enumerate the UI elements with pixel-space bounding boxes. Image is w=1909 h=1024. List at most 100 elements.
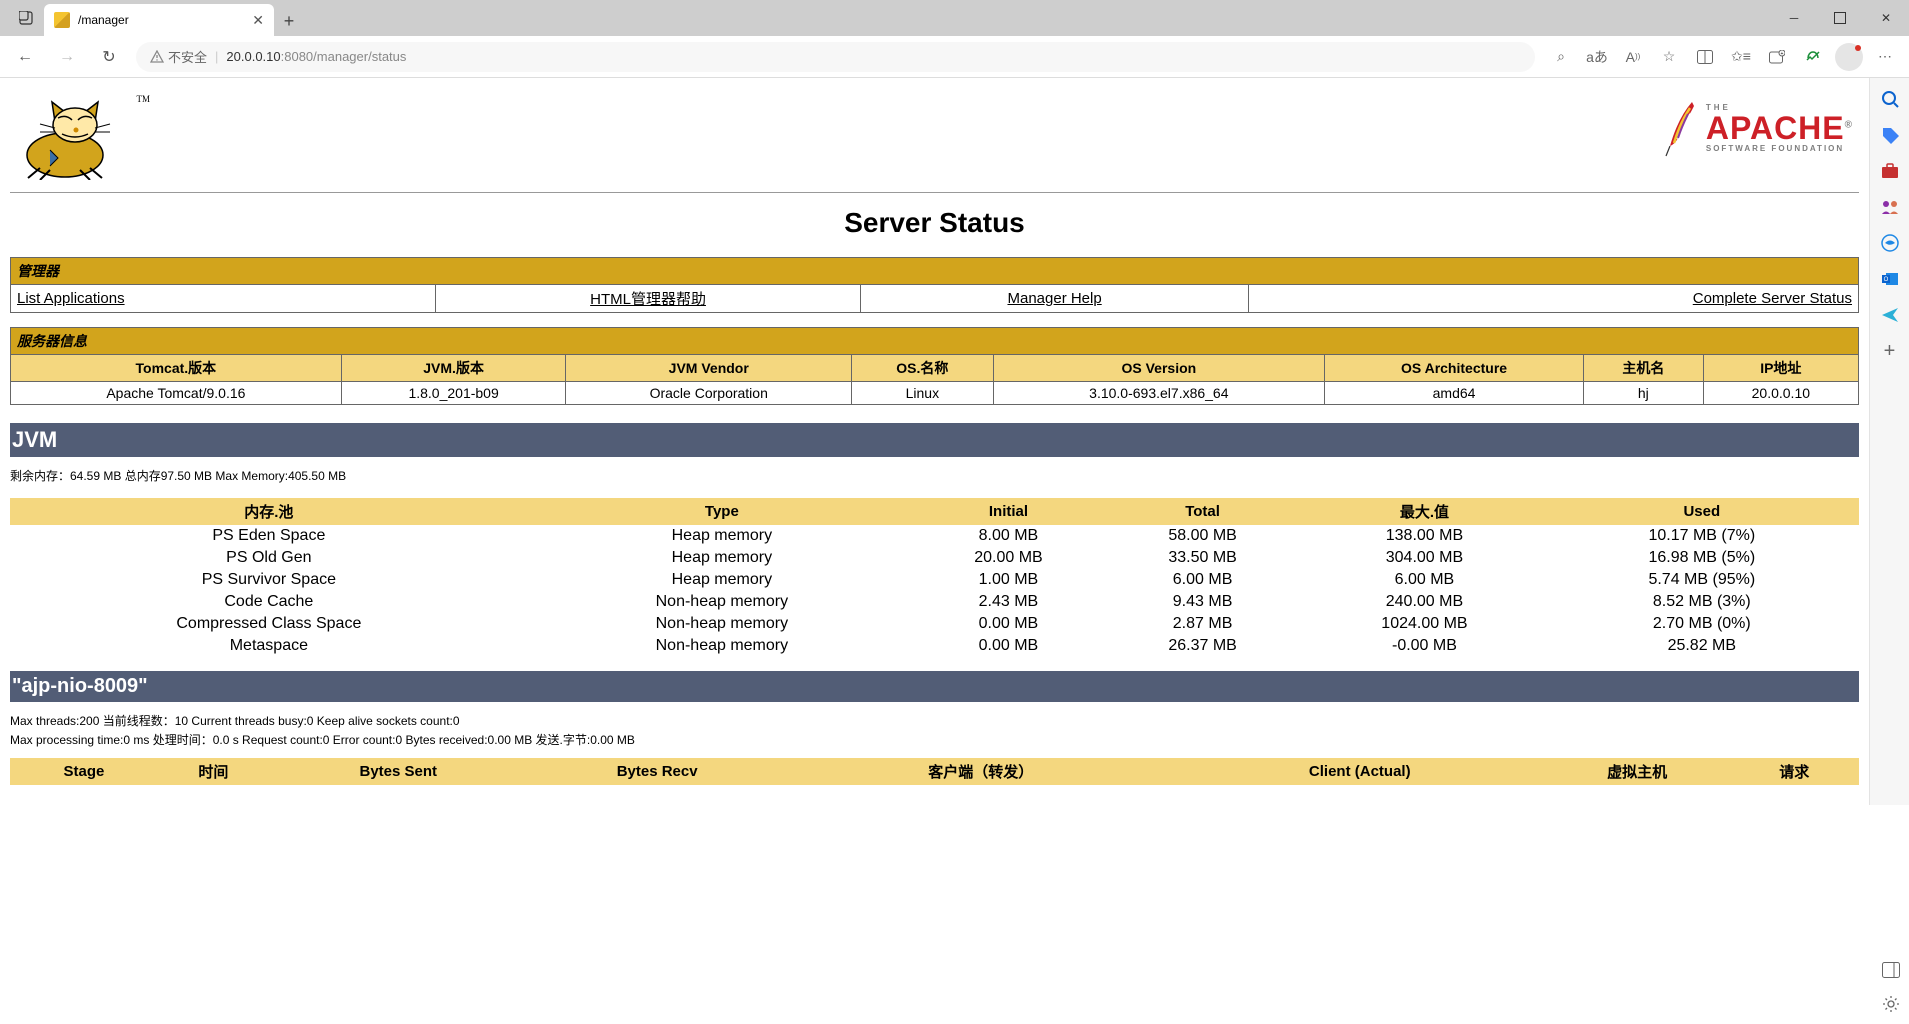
col-ip: IP地址 bbox=[1703, 355, 1858, 382]
cell-total: 33.50 MB bbox=[1101, 547, 1304, 569]
favorite-icon[interactable]: ☆ bbox=[1655, 43, 1683, 71]
cell-used: 2.70 MB (0%) bbox=[1545, 613, 1859, 635]
cell-pool: Compressed Class Space bbox=[10, 613, 528, 635]
cell-type: Heap memory bbox=[528, 525, 916, 547]
cell-initial: 20.00 MB bbox=[916, 547, 1101, 569]
col-total: Total bbox=[1101, 498, 1304, 525]
list-applications-link[interactable]: List Applications bbox=[17, 290, 125, 307]
memory-pool-table: 内存.池 Type Initial Total 最大.值 Used PS Ede… bbox=[10, 498, 1859, 657]
col-pool: 内存.池 bbox=[10, 498, 528, 525]
cell-max: 1024.00 MB bbox=[1304, 613, 1544, 635]
html-manager-help-link[interactable]: HTML管理器帮助 bbox=[590, 291, 706, 308]
header-logos: TM bbox=[10, 82, 1859, 188]
active-tab[interactable]: /manager ✕ bbox=[44, 4, 274, 36]
val-jvm-ver: 1.8.0_201-b09 bbox=[341, 382, 566, 405]
edge-icon[interactable] bbox=[1879, 232, 1901, 254]
header-divider bbox=[10, 192, 1859, 193]
send-icon[interactable] bbox=[1879, 304, 1901, 326]
close-tab-icon[interactable]: ✕ bbox=[252, 12, 264, 29]
manager-links-table: 管理器 List Applications HTML管理器帮助 Manager … bbox=[10, 257, 1859, 313]
table-row: Compressed Class SpaceNon-heap memory0.0… bbox=[10, 613, 1859, 635]
manager-help-link[interactable]: Manager Help bbox=[1007, 290, 1101, 307]
cell-used: 8.52 MB (3%) bbox=[1545, 591, 1859, 613]
cell-total: 9.43 MB bbox=[1101, 591, 1304, 613]
col-bytes-sent: Bytes Sent bbox=[269, 758, 528, 785]
search-icon[interactable]: ⌕ bbox=[1547, 43, 1575, 71]
complete-server-status-link[interactable]: Complete Server Status bbox=[1693, 290, 1852, 307]
minimize-button[interactable]: ─ bbox=[1771, 0, 1817, 36]
col-jvm-ver: JVM.版本 bbox=[341, 355, 566, 382]
cell-type: Heap memory bbox=[528, 547, 916, 569]
cell-type: Heap memory bbox=[528, 569, 916, 591]
col-client-forward: 客户端（转发） bbox=[787, 758, 1175, 785]
table-row: PS Eden SpaceHeap memory8.00 MB58.00 MB1… bbox=[10, 525, 1859, 547]
profile-avatar[interactable] bbox=[1835, 43, 1863, 71]
cell-pool: PS Old Gen bbox=[10, 547, 528, 569]
performance-icon[interactable] bbox=[1799, 43, 1827, 71]
col-os-name: OS.名称 bbox=[852, 355, 994, 382]
table-row: PS Old GenHeap memory20.00 MB33.50 MB304… bbox=[10, 547, 1859, 569]
outlook-icon[interactable]: O bbox=[1879, 268, 1901, 290]
col-stage: Stage bbox=[10, 758, 158, 785]
add-sidebar-icon[interactable]: + bbox=[1879, 340, 1901, 362]
favorites-bar-icon[interactable]: ✩≡ bbox=[1727, 43, 1755, 71]
cell-pool: PS Eden Space bbox=[10, 525, 528, 547]
forward-button[interactable]: → bbox=[52, 42, 82, 72]
val-ip: 20.0.0.10 bbox=[1703, 382, 1858, 405]
tomcat-favicon bbox=[54, 12, 70, 28]
settings-icon[interactable] bbox=[1879, 992, 1903, 1016]
cell-max: 6.00 MB bbox=[1304, 569, 1544, 591]
browser-tab-bar: /manager ✕ + ─ ✕ bbox=[0, 0, 1909, 36]
cell-used: 25.82 MB bbox=[1545, 635, 1859, 657]
manager-header: 管理器 bbox=[11, 258, 1859, 285]
tomcat-logo: TM bbox=[10, 90, 150, 188]
tab-overview-button[interactable] bbox=[8, 4, 44, 32]
split-screen-icon[interactable] bbox=[1691, 43, 1719, 71]
tag-icon[interactable] bbox=[1879, 124, 1901, 146]
cell-total: 2.87 MB bbox=[1101, 613, 1304, 635]
cell-type: Non-heap memory bbox=[528, 591, 916, 613]
connector-section-header: "ajp-nio-8009" bbox=[10, 671, 1859, 702]
tab-title: /manager bbox=[78, 13, 244, 27]
close-window-button[interactable]: ✕ bbox=[1863, 0, 1909, 36]
refresh-button[interactable]: ↻ bbox=[94, 42, 124, 72]
back-button[interactable]: ← bbox=[10, 42, 40, 72]
table-row: Code CacheNon-heap memory2.43 MB9.43 MB2… bbox=[10, 591, 1859, 613]
col-bytes-recv: Bytes Recv bbox=[528, 758, 787, 785]
thread-summary-line1: Max threads:200 当前线程数：10 Current threads… bbox=[10, 712, 1859, 729]
address-bar: ← → ↻ 不安全 | 20.0.0.10:8080/manager/statu… bbox=[0, 36, 1909, 78]
col-os-ver: OS Version bbox=[993, 355, 1324, 382]
memory-summary: 剩余内存：64.59 MB 总内存97.50 MB Max Memory:405… bbox=[10, 467, 1859, 484]
col-request: 请求 bbox=[1730, 758, 1859, 785]
new-tab-button[interactable]: + bbox=[274, 6, 304, 36]
svg-text:O: O bbox=[1883, 277, 1888, 283]
translate-icon[interactable]: aあ bbox=[1583, 43, 1611, 71]
cell-total: 26.37 MB bbox=[1101, 635, 1304, 657]
bing-search-icon[interactable] bbox=[1879, 88, 1901, 110]
col-jvm-vendor: JVM Vendor bbox=[566, 355, 852, 382]
collections-icon[interactable]: + bbox=[1763, 43, 1791, 71]
thread-summary-line2: Max processing time:0 ms 处理时间：0.0 s Requ… bbox=[10, 731, 1859, 748]
more-menu-icon[interactable]: ⋯ bbox=[1871, 43, 1899, 71]
maximize-button[interactable] bbox=[1817, 0, 1863, 36]
cell-pool: PS Survivor Space bbox=[10, 569, 528, 591]
collapse-sidebar-icon[interactable] bbox=[1879, 958, 1903, 982]
cell-max: 138.00 MB bbox=[1304, 525, 1544, 547]
val-jvm-vendor: Oracle Corporation bbox=[566, 382, 852, 405]
val-hostname: hj bbox=[1584, 382, 1704, 405]
col-os-arch: OS Architecture bbox=[1325, 355, 1584, 382]
page-title: Server Status bbox=[10, 207, 1859, 239]
url-input[interactable]: 不安全 | 20.0.0.10:8080/manager/status bbox=[136, 42, 1535, 72]
people-icon[interactable] bbox=[1879, 196, 1901, 218]
read-aloud-icon[interactable]: A)) bbox=[1619, 43, 1647, 71]
col-type: Type bbox=[528, 498, 916, 525]
briefcase-icon[interactable] bbox=[1879, 160, 1901, 182]
cell-max: 304.00 MB bbox=[1304, 547, 1544, 569]
cell-initial: 1.00 MB bbox=[916, 569, 1101, 591]
col-max: 最大.值 bbox=[1304, 498, 1544, 525]
cell-pool: Code Cache bbox=[10, 591, 528, 613]
col-client-actual: Client (Actual) bbox=[1175, 758, 1545, 785]
cell-total: 58.00 MB bbox=[1101, 525, 1304, 547]
server-info-header: 服务器信息 bbox=[11, 328, 1859, 355]
cell-initial: 2.43 MB bbox=[916, 591, 1101, 613]
